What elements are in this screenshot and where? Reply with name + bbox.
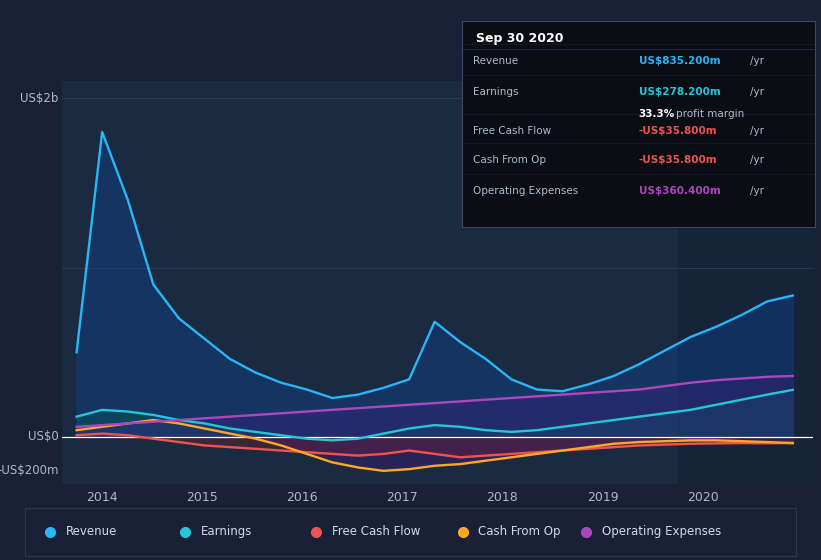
Text: Cash From Op: Cash From Op (479, 525, 561, 538)
Text: US$360.400m: US$360.400m (639, 186, 721, 196)
Text: -US$200m: -US$200m (0, 464, 58, 477)
Text: Sep 30 2020: Sep 30 2020 (476, 32, 564, 45)
Text: Earnings: Earnings (200, 525, 252, 538)
Text: -US$35.800m: -US$35.800m (639, 126, 718, 136)
Text: Revenue: Revenue (66, 525, 117, 538)
Text: US$0: US$0 (28, 431, 58, 444)
Bar (677, 81, 813, 484)
Text: 33.3%: 33.3% (639, 110, 675, 119)
Text: /yr: /yr (750, 126, 764, 136)
Text: US$835.200m: US$835.200m (639, 56, 720, 66)
Text: Cash From Op: Cash From Op (473, 155, 546, 165)
Text: Earnings: Earnings (473, 87, 518, 97)
Text: /yr: /yr (750, 56, 764, 66)
Text: Free Cash Flow: Free Cash Flow (332, 525, 420, 538)
Text: Operating Expenses: Operating Expenses (473, 186, 578, 196)
Text: /yr: /yr (750, 87, 764, 97)
Text: Free Cash Flow: Free Cash Flow (473, 126, 551, 136)
Text: profit margin: profit margin (676, 110, 744, 119)
Text: Operating Expenses: Operating Expenses (602, 525, 721, 538)
Text: /yr: /yr (750, 186, 764, 196)
Text: US$278.200m: US$278.200m (639, 87, 721, 97)
Text: Revenue: Revenue (473, 56, 518, 66)
Text: /yr: /yr (750, 155, 764, 165)
Text: -US$35.800m: -US$35.800m (639, 155, 718, 165)
Text: US$2b: US$2b (21, 92, 58, 105)
